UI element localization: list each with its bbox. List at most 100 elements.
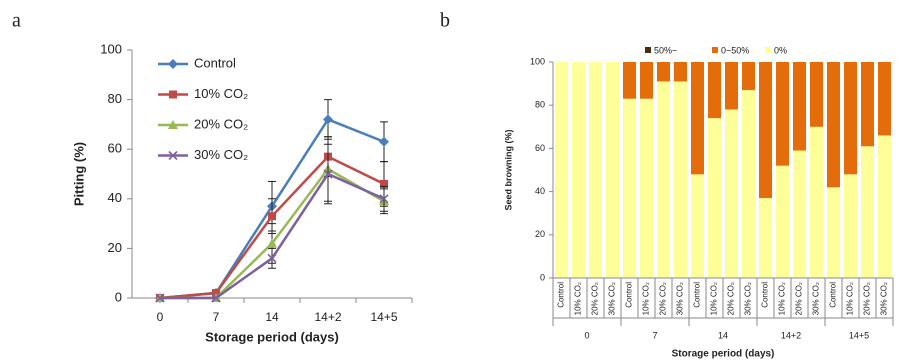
bar-segment xyxy=(623,98,636,278)
group-label: 14 xyxy=(718,330,728,340)
x-tick-label: 14+2 xyxy=(314,310,341,324)
legend-label: 0~50% xyxy=(721,45,749,55)
marker xyxy=(169,90,177,99)
y-tick-label: 40 xyxy=(535,186,545,196)
marker xyxy=(155,293,165,303)
x-tick-label: Control xyxy=(557,282,566,308)
bar-segment xyxy=(572,62,585,278)
marker xyxy=(379,194,389,204)
group-label: 14+2 xyxy=(781,330,801,340)
y-tick-label: 80 xyxy=(535,100,545,110)
legend-label: 50%~ xyxy=(654,45,677,55)
bar-segment xyxy=(606,62,619,278)
x-tick-label: 30% CO₂ xyxy=(744,282,753,315)
y-tick-label: 60 xyxy=(108,141,122,156)
x-tick-label: 20% CO₂ xyxy=(863,282,872,315)
bar-segment xyxy=(776,62,789,166)
x-tick-label: 20% CO₂ xyxy=(591,282,600,315)
legend-swatch xyxy=(712,47,718,53)
x-axis-label: Storage period (days) xyxy=(672,349,775,360)
bar-segment xyxy=(827,187,840,278)
x-tick-label: 14+5 xyxy=(370,310,397,324)
y-tick-label: 100 xyxy=(530,56,545,66)
bar-segment xyxy=(878,62,891,136)
legend-label: 10% CO₂ xyxy=(194,86,248,101)
marker xyxy=(267,238,277,248)
y-tick-label: 20 xyxy=(535,229,545,239)
x-tick-label: 20% CO₂ xyxy=(659,282,668,315)
marker xyxy=(268,212,276,221)
bar-segment xyxy=(810,126,823,278)
bar-segment xyxy=(878,135,891,278)
group-label: 0 xyxy=(584,330,589,340)
bar-segment xyxy=(861,62,874,147)
x-tick-label: 30% CO₂ xyxy=(880,282,889,315)
bar-segment xyxy=(725,109,738,279)
marker xyxy=(267,253,277,263)
bar-segment xyxy=(742,62,755,91)
x-tick-label: 10% CO₂ xyxy=(710,282,719,315)
group-label: 14+5 xyxy=(849,330,869,340)
x-tick-label: 30% CO₂ xyxy=(676,282,685,315)
y-tick-label: 100 xyxy=(100,41,122,56)
y-tick-label: 80 xyxy=(108,91,122,106)
bar-segment xyxy=(793,62,806,151)
legend-label: 20% CO₂ xyxy=(194,116,248,131)
x-tick-label: Control xyxy=(693,282,702,308)
x-tick-label: 14 xyxy=(265,310,279,324)
bar-segment xyxy=(674,62,687,82)
x-tick-label: 10% CO₂ xyxy=(846,282,855,315)
bar-segment xyxy=(555,62,568,278)
x-tick-label: Control xyxy=(829,282,838,308)
bar-segment xyxy=(708,62,721,119)
bar-segment xyxy=(861,146,874,278)
marker xyxy=(211,293,221,303)
bar-segment xyxy=(776,165,789,278)
y-tick-label: 60 xyxy=(535,143,545,153)
y-tick-label: 40 xyxy=(108,190,122,205)
bar-segment xyxy=(623,62,636,99)
bar-segment xyxy=(691,62,704,175)
bar-segment xyxy=(674,81,687,278)
x-tick-label: 20% CO₂ xyxy=(795,282,804,315)
legend-label: 30% CO₂ xyxy=(194,147,248,162)
y-tick-label: 0 xyxy=(115,289,122,304)
y-axis-label: Pitting (%) xyxy=(71,142,86,206)
legend-label: Control xyxy=(194,55,236,70)
x-tick-label: 10% CO₂ xyxy=(574,282,583,315)
bar-segment xyxy=(657,62,670,82)
legend-swatch xyxy=(645,47,651,53)
x-tick-label: 10% CO₂ xyxy=(642,282,651,315)
y-tick-label: 0 xyxy=(540,272,545,282)
x-tick-label: Control xyxy=(761,282,770,308)
bar-segment xyxy=(589,62,602,278)
bar-segment xyxy=(793,150,806,278)
marker xyxy=(379,136,389,147)
bar-segment xyxy=(827,62,840,188)
bar-segment xyxy=(844,62,857,175)
marker xyxy=(168,150,178,161)
legend-label: 0% xyxy=(774,45,787,55)
bar-segment xyxy=(810,62,823,127)
bar-segment xyxy=(657,81,670,278)
bar-segment xyxy=(759,198,772,278)
x-tick-label: 0 xyxy=(157,310,164,324)
x-tick-label: 30% CO₂ xyxy=(608,282,617,315)
x-tick-label: 10% CO₂ xyxy=(778,282,787,315)
bar-segment xyxy=(844,174,857,278)
marker xyxy=(168,59,178,69)
y-tick-label: 20 xyxy=(108,240,122,255)
bar-segment xyxy=(725,62,738,110)
bar-segment xyxy=(742,90,755,278)
x-tick-label: 20% CO₂ xyxy=(727,282,736,315)
legend-swatch xyxy=(765,47,771,53)
x-tick-label: Control xyxy=(625,282,634,308)
panel-label: b xyxy=(440,10,450,32)
x-axis-label: Storage period (days) xyxy=(205,329,339,344)
marker xyxy=(168,120,178,129)
bar-segment xyxy=(759,62,772,199)
x-tick-label: 7 xyxy=(213,310,220,324)
panel-label: a xyxy=(12,10,21,32)
bar-segment xyxy=(708,118,721,278)
